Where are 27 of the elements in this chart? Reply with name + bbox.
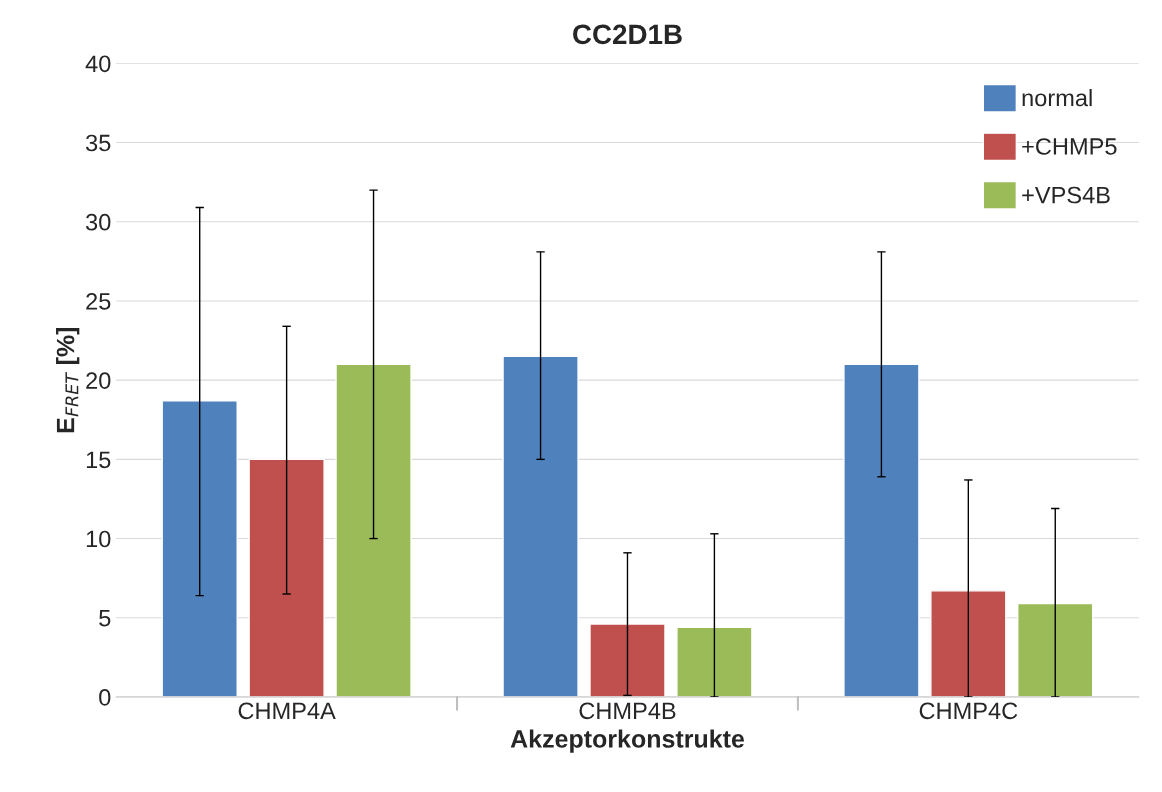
legend-label: +VPS4B — [1022, 186, 1110, 204]
y-tick-label: 5 — [99, 610, 111, 627]
y-tick-label: 20 — [86, 372, 111, 389]
x-tick-label: CHMP4B — [579, 702, 676, 720]
bar — [930, 590, 1007, 697]
y-tick-label: 35 — [85, 134, 111, 152]
y-tick-label: 40 — [85, 55, 111, 73]
bar — [676, 626, 753, 697]
x-tick-label: CHMP4A — [238, 702, 336, 720]
y-tick-label: 30 — [85, 213, 111, 231]
y-axis-title: E$_{FRET}$ [%] — [56, 327, 80, 433]
bar — [1017, 602, 1094, 697]
bar — [589, 623, 666, 697]
x-tick-label: CHMP4C — [919, 702, 1018, 720]
bar — [161, 400, 238, 697]
legend-label: normal — [1022, 88, 1092, 107]
bar — [502, 355, 579, 697]
y-tick-label: 15 — [86, 451, 111, 469]
bar — [843, 363, 920, 697]
bar — [248, 458, 325, 697]
x-axis-title: Akzeptorkonstrukte — [510, 729, 745, 753]
y-tick-label: 25 — [86, 293, 111, 310]
bar — [335, 363, 412, 697]
y-tick-label: 10 — [86, 530, 111, 548]
chart-title: CC2D1B — [573, 24, 682, 45]
y-tick-label: 0 — [99, 689, 111, 706]
legend-label: +CHMP5 — [1022, 138, 1117, 155]
